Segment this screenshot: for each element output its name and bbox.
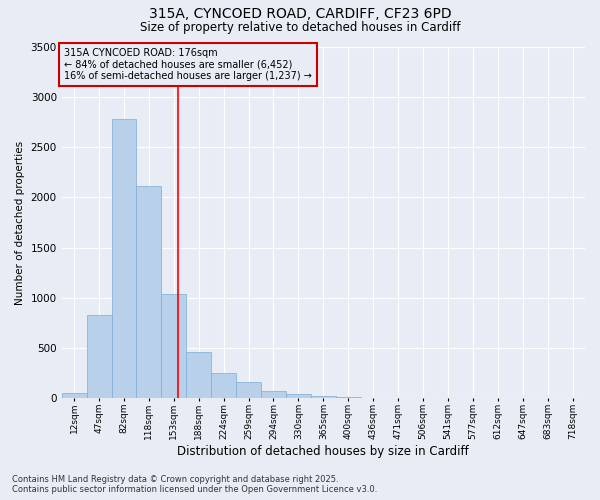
Bar: [211, 374, 236, 398]
Bar: [161, 294, 186, 399]
Bar: [112, 119, 136, 398]
Text: Contains HM Land Registry data © Crown copyright and database right 2025.
Contai: Contains HM Land Registry data © Crown c…: [12, 474, 377, 494]
Bar: [86, 315, 112, 398]
Bar: [286, 394, 311, 398]
Y-axis label: Number of detached properties: Number of detached properties: [15, 140, 25, 304]
Text: 315A, CYNCOED ROAD, CARDIFF, CF23 6PD: 315A, CYNCOED ROAD, CARDIFF, CF23 6PD: [149, 8, 451, 22]
Bar: [186, 352, 211, 399]
Bar: [236, 382, 261, 398]
Text: 315A CYNCOED ROAD: 176sqm
← 84% of detached houses are smaller (6,452)
16% of se: 315A CYNCOED ROAD: 176sqm ← 84% of detac…: [64, 48, 312, 82]
Bar: [136, 186, 161, 398]
Text: Size of property relative to detached houses in Cardiff: Size of property relative to detached ho…: [140, 21, 460, 34]
Bar: [261, 392, 286, 398]
Bar: [62, 393, 86, 398]
Bar: [311, 396, 336, 398]
X-axis label: Distribution of detached houses by size in Cardiff: Distribution of detached houses by size …: [178, 444, 469, 458]
